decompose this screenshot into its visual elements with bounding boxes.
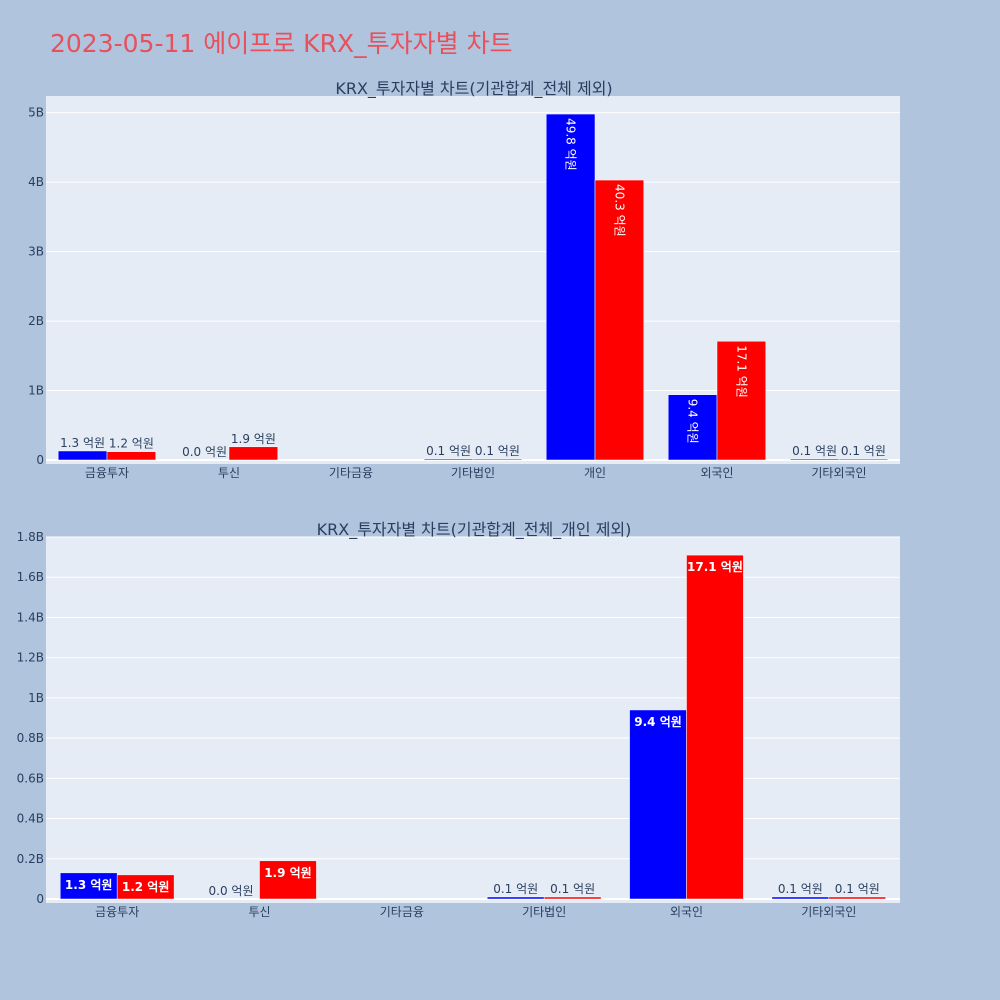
- bar-b: [686, 554, 744, 900]
- y-tick-label: 5B: [28, 106, 44, 120]
- bar-value-label: 0.1 억원: [550, 882, 595, 896]
- bar-value-label: 1.3 억원: [60, 436, 105, 450]
- bar-b: [472, 458, 523, 461]
- y-tick-label: 2B: [28, 314, 44, 328]
- bar-value-label: 9.4 억원: [634, 715, 682, 729]
- y-tick-label: 1.4B: [17, 610, 44, 624]
- bar-value-label: 1.9 억원: [231, 432, 276, 446]
- plot-area-1: [46, 96, 900, 464]
- plot-area-2: [46, 537, 900, 903]
- bar-value-label: 1.2 억원: [109, 437, 154, 451]
- bar-b: [116, 874, 175, 900]
- bar-value-label: 1.2 억원: [122, 880, 170, 894]
- x-tick-label: 외국인: [700, 466, 733, 480]
- bar-b: [259, 860, 317, 900]
- y-tick-label: 4B: [28, 175, 44, 189]
- x-tick-label: 투신: [248, 905, 270, 919]
- x-tick-label: 기타금융: [380, 905, 424, 919]
- bar-value-label: 0.1 억원: [778, 882, 823, 896]
- bar-b: [594, 179, 645, 461]
- y-tick-label: 0.6B: [17, 771, 44, 785]
- y-tick-label: 1.6B: [17, 570, 44, 584]
- bar-value-label: 0.1 억원: [835, 882, 880, 896]
- x-tick-label: 기타외국인: [801, 905, 856, 919]
- bar-value-label: 1.3 억원: [65, 878, 113, 892]
- x-tick-label: 금융투자: [85, 466, 129, 480]
- bar-value-label: 0.0 억원: [182, 445, 227, 459]
- y-tick-label: 1.2B: [17, 651, 44, 665]
- y-tick-label: 1.8B: [17, 530, 44, 544]
- bar-value-label: 0.1 억원: [792, 444, 837, 458]
- page-title: 2023-05-11 에이프로 KRX_투자자별 차트: [50, 29, 513, 58]
- chart-title-2: KRX_투자자별 차트(기관합계_전체_개인 제외): [317, 520, 632, 540]
- bar-value-label: 17.1 억원: [687, 560, 743, 574]
- bar-a: [629, 709, 687, 900]
- bar-a: [486, 896, 545, 900]
- bar-value-label: 17.1 억원: [734, 345, 748, 398]
- bar-value-label: 9.4 억원: [686, 399, 700, 444]
- chart-title-1: KRX_투자자별 차트(기관합계_전체 제외): [335, 79, 612, 99]
- bar-value-label: 40.3 억원: [612, 184, 626, 237]
- bar-b: [838, 458, 889, 461]
- bar-value-label: 0.0 억원: [209, 884, 254, 898]
- bar-value-label: 0.1 억원: [841, 444, 886, 458]
- bar-a: [789, 458, 840, 461]
- y-tick-label: 0: [36, 892, 44, 906]
- y-tick-label: 0.8B: [17, 731, 44, 745]
- bar-a: [423, 458, 474, 461]
- x-tick-label: 개인: [584, 466, 606, 480]
- bar-value-label: 0.1 억원: [493, 882, 538, 896]
- bar-a: [57, 450, 108, 461]
- x-tick-label: 투신: [218, 466, 240, 480]
- y-tick-label: 3B: [28, 245, 44, 259]
- y-tick-label: 1B: [28, 384, 44, 398]
- bar-value-label: 1.9 억원: [264, 866, 312, 880]
- bar-value-label: 0.1 억원: [426, 444, 471, 458]
- bar-b: [106, 451, 157, 461]
- x-tick-label: 기타금융: [329, 466, 373, 480]
- bar-value-label: 49.8 억원: [564, 118, 578, 171]
- bar-a: [771, 896, 830, 900]
- x-tick-label: 기타외국인: [811, 466, 866, 480]
- bar-b: [228, 446, 279, 461]
- x-tick-label: 기타법인: [522, 905, 566, 919]
- y-tick-label: 0: [36, 453, 44, 467]
- x-tick-label: 금융투자: [95, 905, 139, 919]
- bar-b: [543, 896, 602, 900]
- y-tick-label: 1B: [28, 691, 44, 705]
- bar-a: [667, 394, 718, 461]
- bar-value-label: 0.1 억원: [475, 444, 520, 458]
- y-tick-label: 0.2B: [17, 852, 44, 866]
- x-tick-label: 기타법인: [451, 466, 495, 480]
- bar-a: [59, 872, 118, 900]
- x-tick-label: 외국인: [670, 905, 703, 919]
- bar-b: [828, 896, 887, 900]
- y-tick-label: 0.4B: [17, 812, 44, 826]
- bar-b: [716, 340, 767, 461]
